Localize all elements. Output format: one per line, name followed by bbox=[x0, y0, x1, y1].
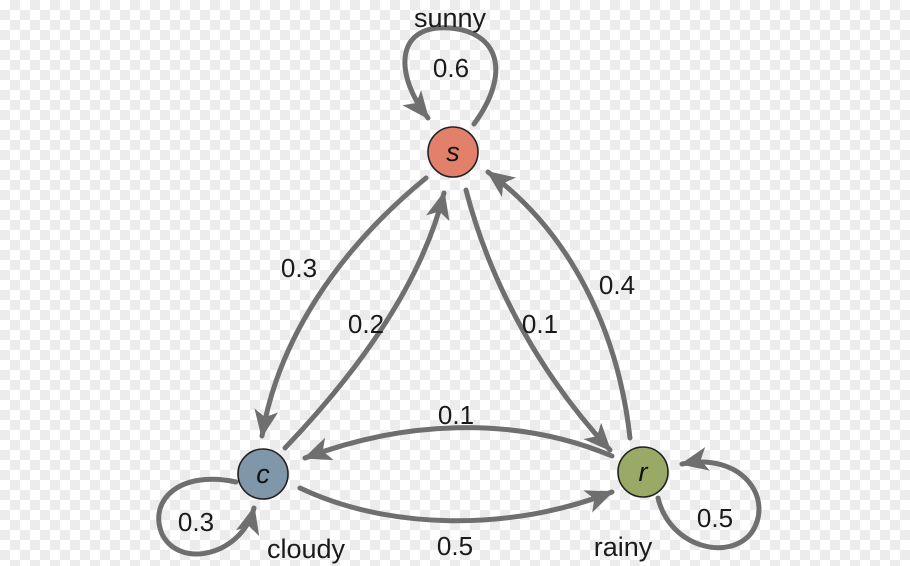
sunny-label: sunny bbox=[414, 3, 487, 33]
edge-cloudy-to-rainy bbox=[300, 488, 612, 521]
rainy-node-letter: r bbox=[639, 457, 649, 487]
prob-rainy-to-sunny: 0.4 bbox=[599, 270, 635, 300]
prob-rainy-to-cloudy: 0.1 bbox=[438, 400, 474, 430]
rainy-label: rainy bbox=[594, 532, 653, 562]
prob-cloudy-to-cloudy: 0.3 bbox=[178, 507, 214, 537]
node-sunny: s bbox=[428, 127, 478, 177]
prob-cloudy-to-sunny: 0.2 bbox=[348, 309, 384, 339]
edge-rainy-to-cloudy bbox=[305, 428, 612, 458]
edge-sunny-to-cloudy bbox=[262, 178, 426, 436]
prob-sunny-to-sunny: 0.6 bbox=[433, 53, 469, 83]
cloudy-label: cloudy bbox=[267, 534, 346, 564]
prob-cloudy-to-rainy: 0.5 bbox=[437, 531, 473, 561]
node-rainy: r bbox=[618, 447, 668, 497]
sunny-node-letter: s bbox=[446, 137, 460, 167]
prob-rainy-to-rainy: 0.5 bbox=[697, 503, 733, 533]
cloudy-node-letter: c bbox=[256, 459, 270, 489]
prob-sunny-to-rainy: 0.1 bbox=[522, 309, 558, 339]
prob-sunny-to-cloudy: 0.3 bbox=[281, 253, 317, 283]
node-cloudy: c bbox=[238, 449, 288, 499]
